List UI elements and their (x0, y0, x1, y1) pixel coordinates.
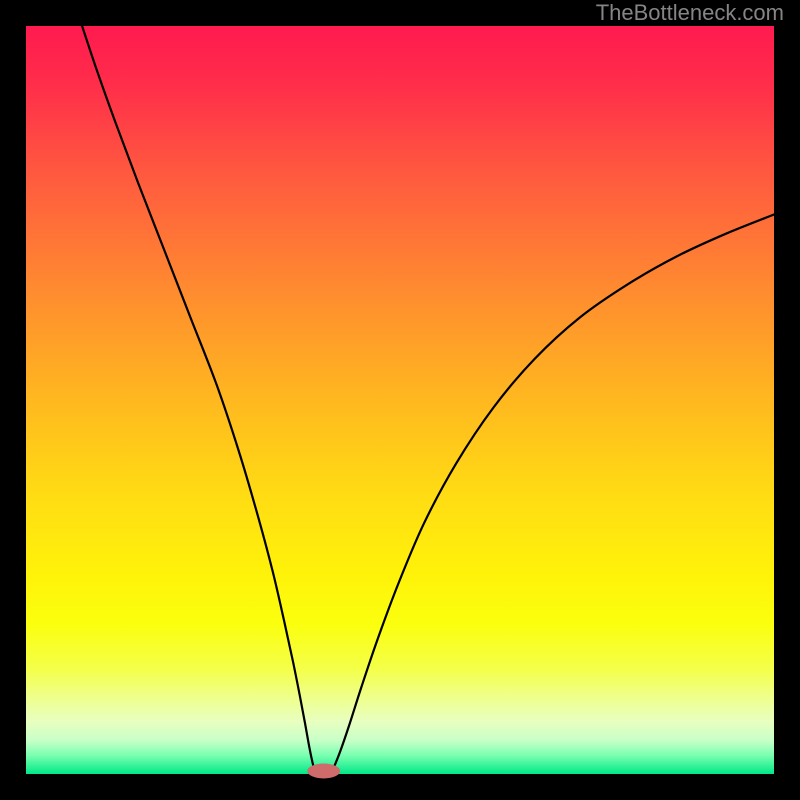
chart-svg (0, 0, 800, 800)
plot-area (0, 0, 800, 800)
watermark-text: TheBottleneck.com (596, 0, 784, 26)
gradient-background (26, 26, 774, 774)
chart-frame: TheBottleneck.com (0, 0, 800, 800)
bottleneck-marker (307, 764, 340, 779)
